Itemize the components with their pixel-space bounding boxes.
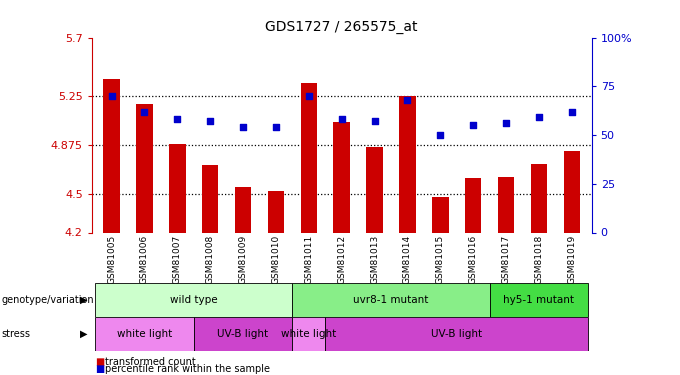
Point bbox=[205, 118, 216, 124]
Bar bbox=[169, 144, 186, 232]
Point bbox=[139, 109, 150, 115]
Text: hy5-1 mutant: hy5-1 mutant bbox=[503, 295, 575, 305]
Text: GSM81016: GSM81016 bbox=[469, 235, 478, 284]
Text: GSM81014: GSM81014 bbox=[403, 235, 412, 284]
Bar bbox=[292, 283, 490, 317]
Text: GSM81010: GSM81010 bbox=[271, 235, 280, 284]
Text: ■: ■ bbox=[95, 357, 105, 367]
Text: GSM81006: GSM81006 bbox=[140, 235, 149, 284]
Bar bbox=[292, 317, 325, 351]
Text: ▶: ▶ bbox=[80, 329, 88, 339]
Bar bbox=[194, 317, 292, 351]
Bar bbox=[333, 122, 350, 232]
Point bbox=[336, 116, 347, 122]
Point bbox=[106, 93, 117, 99]
Text: GSM81017: GSM81017 bbox=[502, 235, 511, 284]
Point bbox=[369, 118, 380, 124]
Bar bbox=[465, 178, 481, 232]
Bar bbox=[498, 177, 514, 232]
Bar bbox=[490, 283, 588, 317]
Title: GDS1727 / 265575_at: GDS1727 / 265575_at bbox=[265, 20, 418, 34]
Point bbox=[566, 109, 577, 115]
Bar bbox=[301, 83, 317, 232]
Text: ■: ■ bbox=[95, 364, 105, 374]
Bar bbox=[103, 79, 120, 232]
Bar bbox=[399, 96, 415, 232]
Text: GSM81019: GSM81019 bbox=[567, 235, 577, 284]
Bar bbox=[531, 164, 547, 232]
Bar bbox=[432, 197, 449, 232]
Bar bbox=[325, 317, 588, 351]
Point bbox=[500, 120, 511, 126]
Bar bbox=[202, 165, 218, 232]
Bar bbox=[95, 283, 292, 317]
Bar bbox=[367, 147, 383, 232]
Bar bbox=[95, 317, 194, 351]
Text: wild type: wild type bbox=[170, 295, 218, 305]
Point bbox=[435, 132, 446, 138]
Text: percentile rank within the sample: percentile rank within the sample bbox=[105, 364, 271, 374]
Bar bbox=[136, 104, 152, 232]
Text: GSM81015: GSM81015 bbox=[436, 235, 445, 284]
Text: GSM81005: GSM81005 bbox=[107, 235, 116, 284]
Point bbox=[402, 97, 413, 103]
Bar bbox=[268, 191, 284, 232]
Bar bbox=[564, 151, 580, 232]
Point bbox=[303, 93, 314, 99]
Point bbox=[534, 114, 545, 120]
Text: transformed count: transformed count bbox=[105, 357, 196, 367]
Point bbox=[271, 124, 282, 130]
Point bbox=[468, 122, 479, 128]
Text: GSM81012: GSM81012 bbox=[337, 235, 346, 284]
Text: UV-B light: UV-B light bbox=[431, 329, 482, 339]
Text: GSM81013: GSM81013 bbox=[370, 235, 379, 284]
Text: UV-B light: UV-B light bbox=[218, 329, 269, 339]
Text: stress: stress bbox=[1, 329, 31, 339]
Point bbox=[172, 116, 183, 122]
Text: white light: white light bbox=[117, 329, 172, 339]
Text: uvr8-1 mutant: uvr8-1 mutant bbox=[354, 295, 428, 305]
Text: GSM81007: GSM81007 bbox=[173, 235, 182, 284]
Text: GSM81008: GSM81008 bbox=[205, 235, 215, 284]
Text: ▶: ▶ bbox=[80, 295, 88, 305]
Text: GSM81018: GSM81018 bbox=[534, 235, 543, 284]
Bar bbox=[235, 187, 252, 232]
Text: white light: white light bbox=[282, 329, 337, 339]
Point bbox=[237, 124, 248, 130]
Text: GSM81009: GSM81009 bbox=[239, 235, 248, 284]
Text: genotype/variation: genotype/variation bbox=[1, 295, 94, 305]
Text: GSM81011: GSM81011 bbox=[305, 235, 313, 284]
